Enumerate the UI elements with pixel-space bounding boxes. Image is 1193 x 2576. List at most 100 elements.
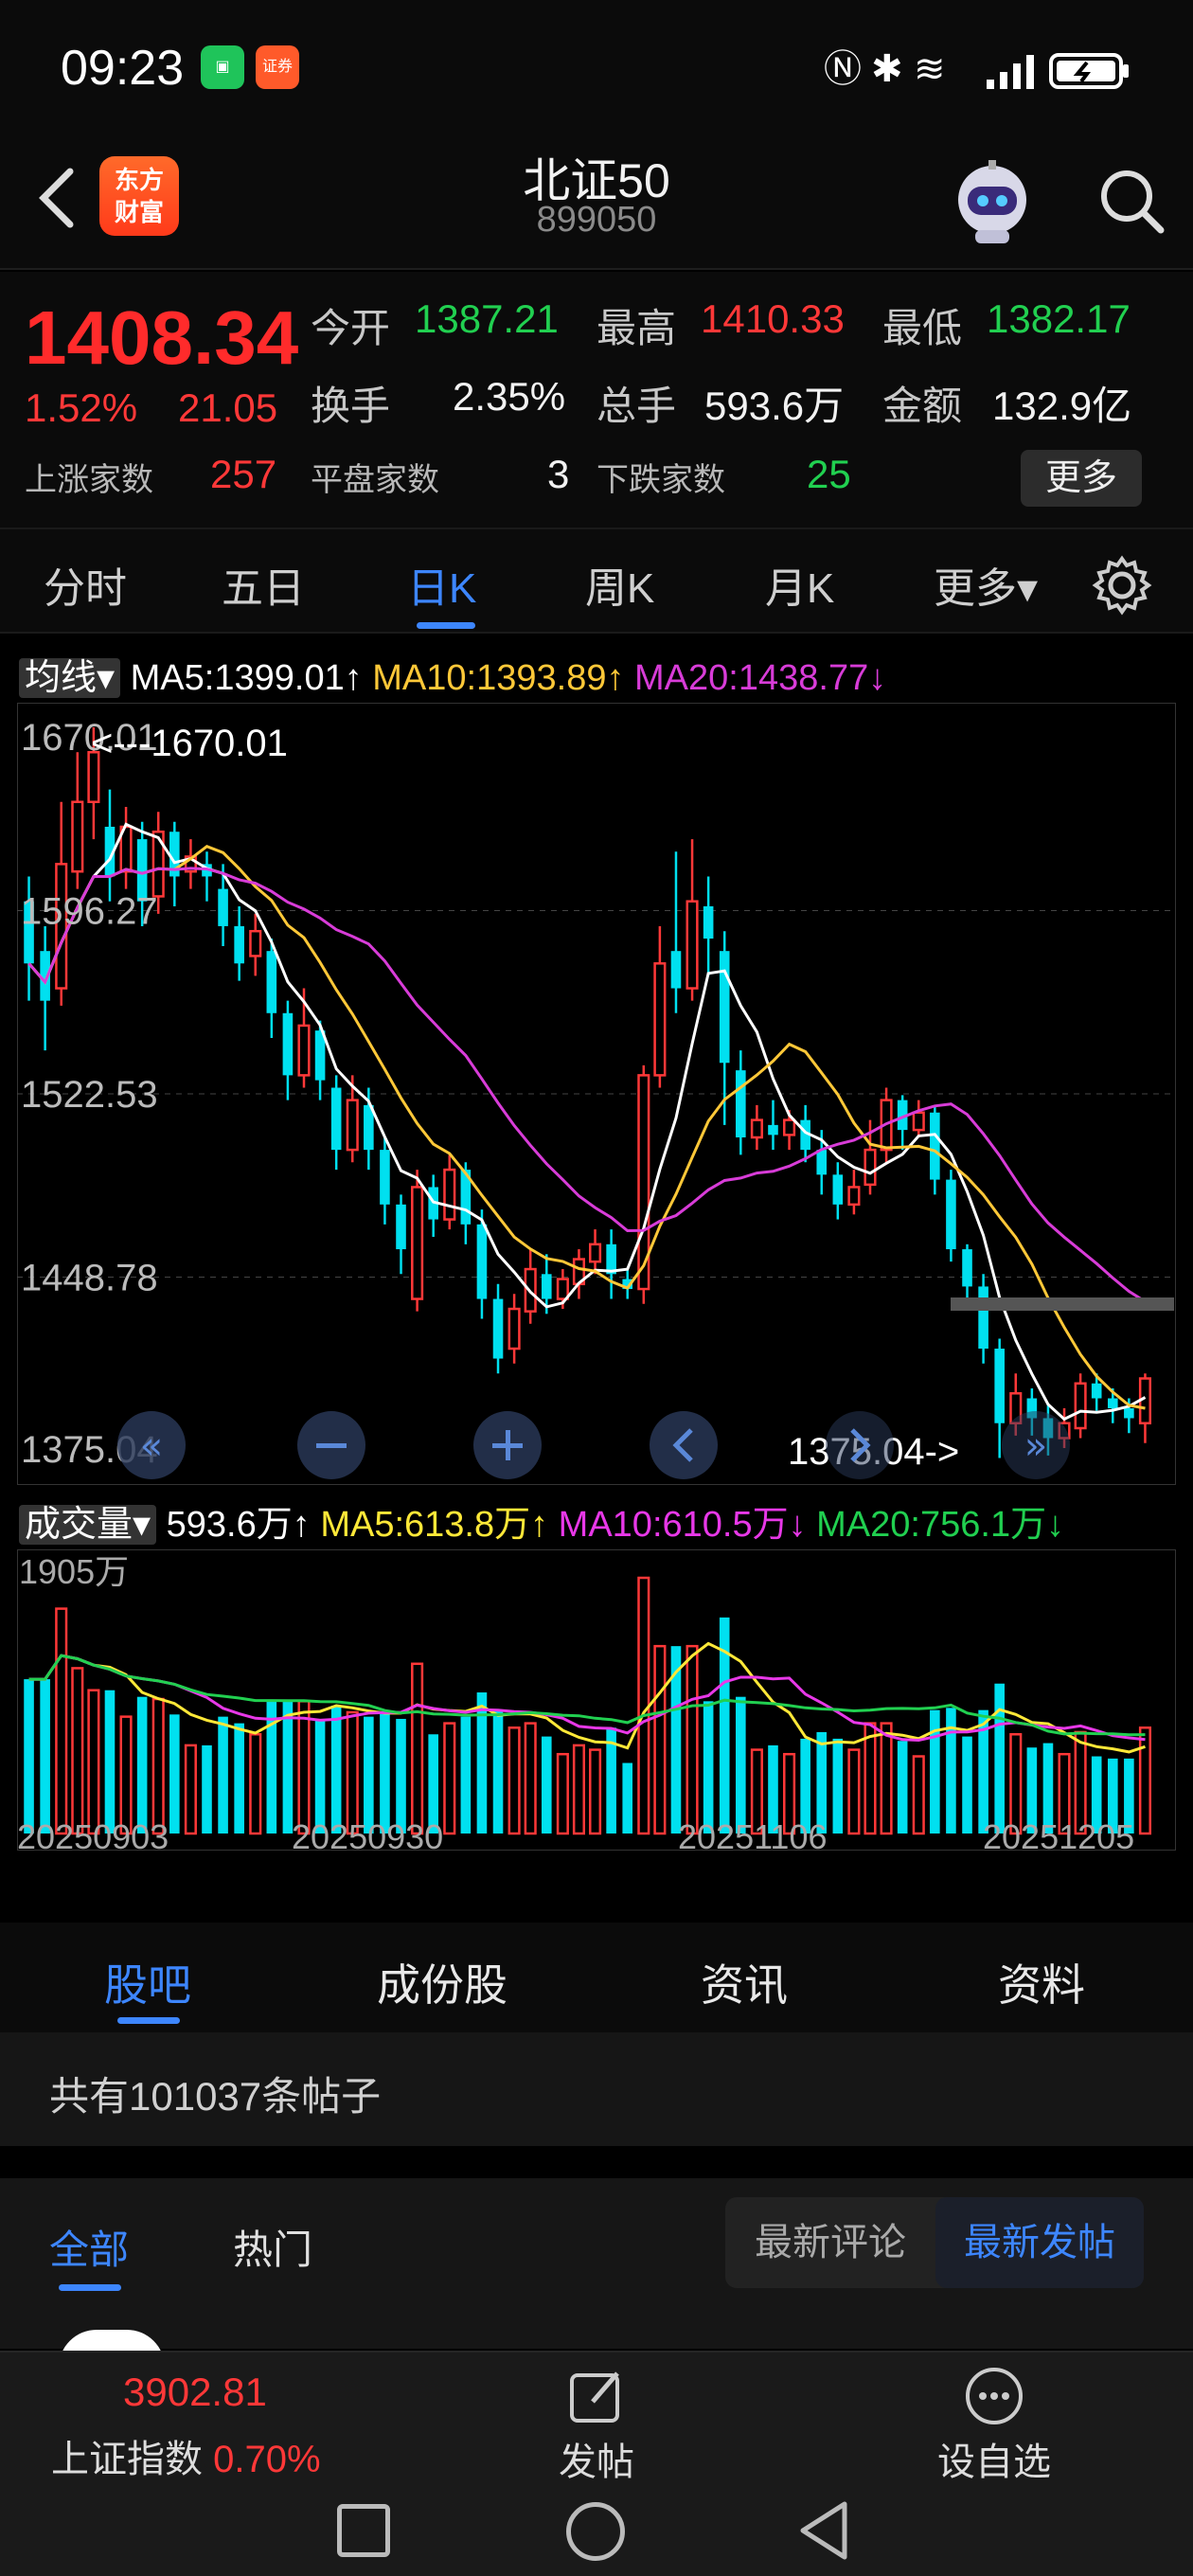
nfc-icon: Ⓝ [824, 48, 862, 90]
volume-bar [897, 1741, 908, 1834]
volume-bar [686, 1644, 699, 1835]
volume-legend: 成交量▾ 593.6万↑ MA5:613.8万↑ MA10:610.5万↓ MA… [19, 1494, 1064, 1547]
zoom-out-button[interactable] [297, 1411, 365, 1479]
volume-indicator-selector[interactable]: 成交量▾ [19, 1505, 157, 1545]
candle-body [962, 1249, 972, 1287]
volume-label: 总手 [596, 384, 677, 428]
sort-latest-comment[interactable]: 最新评论 [755, 2222, 906, 2263]
tab-intraday[interactable]: 分时 [44, 565, 127, 612]
candle-body [637, 1074, 650, 1291]
index-value[interactable]: 3902.81 [123, 2370, 267, 2414]
ma5-value: MA5:1399.01↑ [130, 658, 363, 698]
settings-gear-icon[interactable] [1091, 554, 1153, 617]
high-label: 最高 [596, 306, 677, 350]
zoom-in-button[interactable] [473, 1411, 542, 1479]
tab-more[interactable]: 更多▾ [934, 565, 1039, 612]
low-value: 1382.17 [987, 296, 1131, 341]
candle-body [380, 1150, 390, 1205]
robot-assistant-icon[interactable] [947, 156, 1038, 247]
candle-body [768, 1124, 778, 1136]
post-button[interactable]: 发帖 [557, 2366, 636, 2498]
volume-bar [622, 1762, 633, 1834]
candle-body [476, 1224, 488, 1299]
turnover-label: 换手 [311, 384, 391, 428]
stock-code: 899050 [536, 200, 657, 240]
candle-body [994, 1349, 1005, 1423]
ma-selector[interactable]: 均线▾ [19, 658, 121, 698]
index-ticker[interactable]: 上证指数 0.70% [51, 2439, 321, 2480]
status-bar: 09:23 ▣ 证券 Ⓝ ✱ ≋ [0, 0, 1193, 137]
volume-bar [572, 1744, 586, 1835]
bluetooth-icon: ✱ [871, 48, 903, 90]
volume-bar [588, 1748, 602, 1835]
candle-body [832, 1174, 844, 1205]
double-chevron-left-icon: « [140, 1424, 163, 1468]
chevron-left-icon [672, 1428, 693, 1462]
tab-five-day[interactable]: 五日 [222, 565, 305, 612]
back-nav-icon[interactable] [795, 2500, 852, 2561]
volume-bar [314, 1718, 326, 1834]
volume-bar [768, 1744, 778, 1834]
candle-body [184, 855, 197, 873]
volume-bar [912, 1755, 925, 1835]
candle-body [314, 1030, 326, 1081]
sort-latest-post[interactable]: 最新发帖 [935, 2197, 1144, 2288]
jump-end-button[interactable]: » [1002, 1411, 1070, 1479]
period-tabs: 分时 五日 日K 周K 月K 更多▾ [0, 528, 1193, 634]
volume-bar [40, 1679, 50, 1834]
candle-body [234, 925, 244, 964]
recent-apps-icon[interactable] [337, 2504, 390, 2557]
candle-body [136, 839, 148, 902]
candle-body [670, 951, 682, 989]
price-tick-label: 1670.01 [21, 717, 158, 759]
scroll-left-button[interactable] [650, 1411, 718, 1479]
candle-body [24, 901, 34, 964]
tab-daily-k[interactable]: 日K [407, 565, 477, 612]
filter-all[interactable]: 全部 [49, 2227, 130, 2272]
scroll-right-button[interactable] [826, 1411, 894, 1479]
volume-bar [443, 1722, 456, 1835]
forum-tab-indicator [117, 2017, 180, 2024]
volume-current: 593.6万↑ [166, 1505, 311, 1545]
candle-body [169, 832, 180, 877]
volume-bar [880, 1722, 893, 1835]
add-watchlist-button[interactable]: 设自选 [935, 2366, 1053, 2498]
tab-profile[interactable]: 资料 [998, 1960, 1085, 2010]
date-label: 20251106 [678, 1817, 828, 1851]
tab-news[interactable]: 资讯 [701, 1960, 788, 2010]
down-count-label: 下跌家数 [596, 462, 725, 498]
home-icon[interactable] [566, 2502, 625, 2561]
tab-weekly-k[interactable]: 周K [585, 565, 655, 612]
jump-start-button[interactable]: « [117, 1411, 186, 1479]
volume-bar [864, 1722, 877, 1835]
date-label: 20250930 [292, 1817, 443, 1851]
volume-bar [946, 1708, 956, 1834]
volume-bar [750, 1748, 763, 1835]
tab-monthly-k[interactable]: 月K [765, 565, 835, 612]
volume-bar [1009, 1733, 1023, 1835]
candle-body [719, 951, 730, 1064]
candle-body [396, 1204, 406, 1250]
candle-body [750, 1118, 763, 1139]
filter-hot[interactable]: 热门 [233, 2227, 313, 2272]
active-tab-indicator [417, 622, 475, 629]
search-icon[interactable] [1095, 164, 1170, 240]
date-label: 20251205 [983, 1817, 1134, 1851]
price-tick-label: 1448.78 [21, 1258, 158, 1299]
tab-forum[interactable]: 股吧 [104, 1960, 191, 2010]
volume-bar [556, 1752, 569, 1835]
candle-body [507, 1307, 521, 1351]
volume-bar [1091, 1756, 1102, 1834]
tab-constituents[interactable]: 成份股 [377, 1960, 507, 2010]
back-icon[interactable] [27, 160, 83, 236]
volume-bar [524, 1722, 537, 1835]
volume-bar [1124, 1758, 1134, 1834]
volume-chart[interactable]: 1905万 20250903 20250930 20251106 20251205 [17, 1549, 1176, 1851]
ma20-value: MA20:1438.77↓ [634, 658, 887, 698]
more-button[interactable]: 更多 [1021, 450, 1142, 507]
candle-body [653, 962, 667, 1077]
sort-toggle: 最新评论 最新发帖 [725, 2197, 1144, 2288]
candle-body [40, 951, 50, 1001]
volume-bar [346, 1710, 359, 1835]
